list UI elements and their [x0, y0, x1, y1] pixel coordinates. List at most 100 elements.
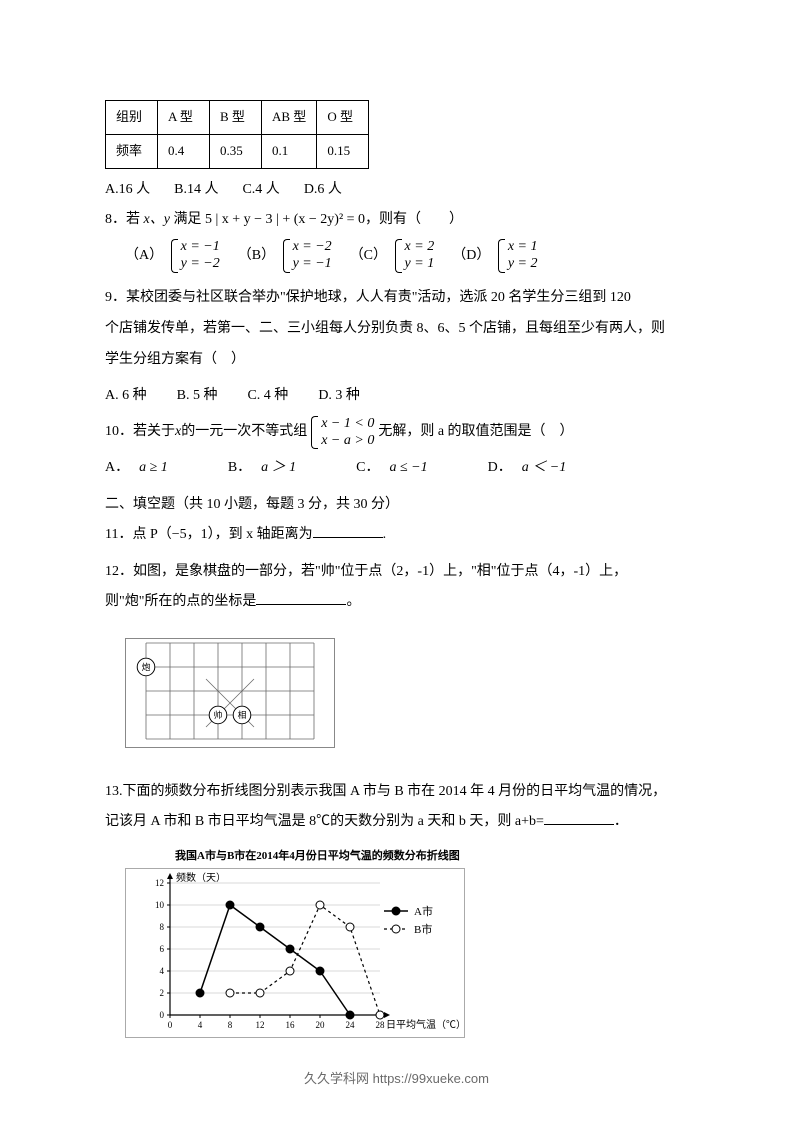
text: . [383, 527, 387, 542]
equation-system: x = 2 y = 1 [395, 239, 435, 273]
math-expr: a ＜ −1 [522, 460, 566, 475]
table-cell: A 型 [158, 101, 210, 135]
equation-system: x = −2 y = −1 [283, 239, 332, 273]
svg-text:日平均气温（℃）: 日平均气温（℃） [386, 1018, 465, 1031]
q13-line: 13.下面的频数分布折线图分别表示我国 A 市与 B 市在 2014 年 4 月… [105, 777, 688, 808]
page-content: 组别 A 型 B 型 AB 型 O 型 频率 0.4 0.35 0.1 0.15… [105, 100, 688, 1046]
text: 10．若关于 [105, 421, 175, 443]
option: （D） x = 1 y = 2 [452, 239, 537, 273]
table-cell: O 型 [317, 101, 369, 135]
eq-line: x − 1 < 0 [321, 416, 374, 433]
svg-text:28: 28 [376, 1020, 386, 1030]
svg-text:8: 8 [160, 922, 165, 932]
chart-title: 我国A市与B市在2014年4月份日平均气温的频数分布折线图 [175, 848, 688, 866]
option-label: （B） [238, 248, 275, 263]
option-label: （C） [350, 248, 387, 263]
fill-blank [544, 811, 614, 825]
table-cell: 0.15 [317, 134, 369, 168]
math-vars: x、y [144, 212, 170, 227]
q9-line: 个店铺发传单，若第一、二、三小组每人分别负责 8、6、5 个店铺，且每组至少有两… [105, 314, 688, 345]
svg-text:帅: 帅 [214, 709, 223, 720]
option: A． a ≥ 1 [105, 457, 168, 479]
option: C.4 人 [242, 179, 279, 201]
option: C. 4 种 [247, 385, 288, 407]
equation-system: x = 1 y = 2 [498, 239, 538, 273]
text: 满足 [170, 212, 205, 227]
chessboard-diagram: 炮帅 相 [125, 638, 335, 748]
svg-text:相: 相 [238, 709, 247, 720]
inequality-system: x − 1 < 0 x − a > 0 [311, 416, 374, 450]
option-label: B． [228, 460, 251, 475]
table-row: 频率 0.4 0.35 0.1 0.15 [106, 134, 369, 168]
math-expr: a ≥ 1 [139, 460, 168, 475]
equation-system: x = −1 y = −2 [171, 239, 220, 273]
math-expr: a ≤ −1 [390, 460, 428, 475]
svg-text:A市: A市 [414, 904, 433, 918]
option: D. 3 种 [318, 385, 360, 407]
option: D． a ＜ −1 [488, 457, 567, 479]
option: A. 6 种 [105, 385, 147, 407]
option: （B） x = −2 y = −1 [238, 239, 332, 273]
text: 。 [346, 594, 360, 609]
option: （A） x = −1 y = −2 [125, 239, 220, 273]
option: B.14 人 [174, 179, 218, 201]
eq-line: y = −2 [181, 256, 220, 273]
svg-text:4: 4 [160, 966, 165, 976]
option: B. 5 种 [177, 385, 218, 407]
svg-text:8: 8 [228, 1020, 233, 1030]
math-expr: 5 | x + y − 3 | + (x − 2y)² = 0 [205, 212, 365, 227]
svg-text:0: 0 [160, 1010, 165, 1020]
q12-line: 12．如图，是象棋盘的一部分，若"帅"位于点（2，-1）上，"相"位于点（4，-… [105, 557, 688, 588]
table-cell: AB 型 [262, 101, 317, 135]
option-label: A． [105, 460, 129, 475]
svg-text:12: 12 [155, 878, 164, 888]
svg-text:4: 4 [198, 1020, 203, 1030]
table-cell: B 型 [210, 101, 262, 135]
q9-line: 9．某校团委与社区联合举办"保护地球，人人有责"活动，选派 20 名学生分三组到… [105, 283, 688, 314]
table-cell: 0.1 [262, 134, 317, 168]
q12-line: 则"炮"所在的点的坐标是。 [105, 587, 688, 618]
q9-options: A. 6 种 B. 5 种 C. 4 种 D. 3 种 [105, 385, 688, 407]
fill-blank [313, 524, 383, 538]
table-cell: 0.35 [210, 134, 262, 168]
q12: 12．如图，是象棋盘的一部分，若"帅"位于点（2，-1）上，"相"位于点（4，-… [105, 557, 688, 619]
q10-options: A． a ≥ 1 B． a ＞ 1 C．a ≤ −1 D． a ＜ −1 [105, 457, 688, 479]
q10-stem: 10．若关于 x 的一元一次不等式组 x − 1 < 0 x − a > 0 无… [105, 416, 688, 450]
page-footer: 久久学科网 https://99xueke.com [0, 1069, 793, 1090]
option: （C） x = 2 y = 1 [350, 239, 435, 273]
table-cell: 0.4 [158, 134, 210, 168]
option-label: （D） [452, 248, 490, 263]
text: 无解，则 a 的取值范围是（ ） [378, 421, 573, 443]
svg-text:20: 20 [316, 1020, 326, 1030]
svg-text:10: 10 [155, 900, 165, 910]
option-label: D． [488, 460, 512, 475]
svg-text:2: 2 [160, 988, 165, 998]
eq-line: y = −1 [293, 256, 332, 273]
fill-blank [256, 591, 346, 605]
svg-text:频数（天）: 频数（天） [176, 871, 226, 884]
text: 记该月 A 市和 B 市日平均气温是 8℃的天数分别为 a 天和 b 天，则 a… [105, 814, 544, 829]
svg-text:0: 0 [168, 1020, 173, 1030]
option: C．a ≤ −1 [356, 457, 427, 479]
eq-line: x = −2 [293, 239, 332, 256]
frequency-line-chart: 0246810120481216202428频数（天）日平均气温（℃）A市B市 [125, 868, 465, 1038]
option: D.6 人 [304, 179, 342, 201]
math-expr: a ＞ 1 [261, 460, 296, 475]
option: A.16 人 [105, 179, 150, 201]
eq-line: y = 1 [405, 256, 435, 273]
q7-options: A.16 人 B.14 人 C.4 人 D.6 人 [105, 179, 688, 201]
eq-line: y = 2 [508, 256, 538, 273]
eq-line: x − a > 0 [321, 433, 374, 450]
svg-text:12: 12 [256, 1020, 265, 1030]
q8-stem: 8．若 x、y 满足 5 | x + y − 3 | + (x − 2y)² =… [105, 209, 688, 231]
table-row: 组别 A 型 B 型 AB 型 O 型 [106, 101, 369, 135]
q8-options: （A） x = −1 y = −2 （B） x = −2 y = −1 （C） … [105, 239, 688, 273]
chart-container: 我国A市与B市在2014年4月份日平均气温的频数分布折线图 0246810120… [125, 848, 688, 1046]
option-label: （A） [125, 248, 163, 263]
q9-line: 学生分组方案有（ ） [105, 345, 688, 376]
freq-table: 组别 A 型 B 型 AB 型 O 型 频率 0.4 0.35 0.1 0.15 [105, 100, 369, 169]
svg-text:炮: 炮 [142, 661, 151, 672]
eq-line: x = 1 [508, 239, 538, 256]
eq-line: x = −1 [181, 239, 220, 256]
table-cell: 组别 [106, 101, 158, 135]
